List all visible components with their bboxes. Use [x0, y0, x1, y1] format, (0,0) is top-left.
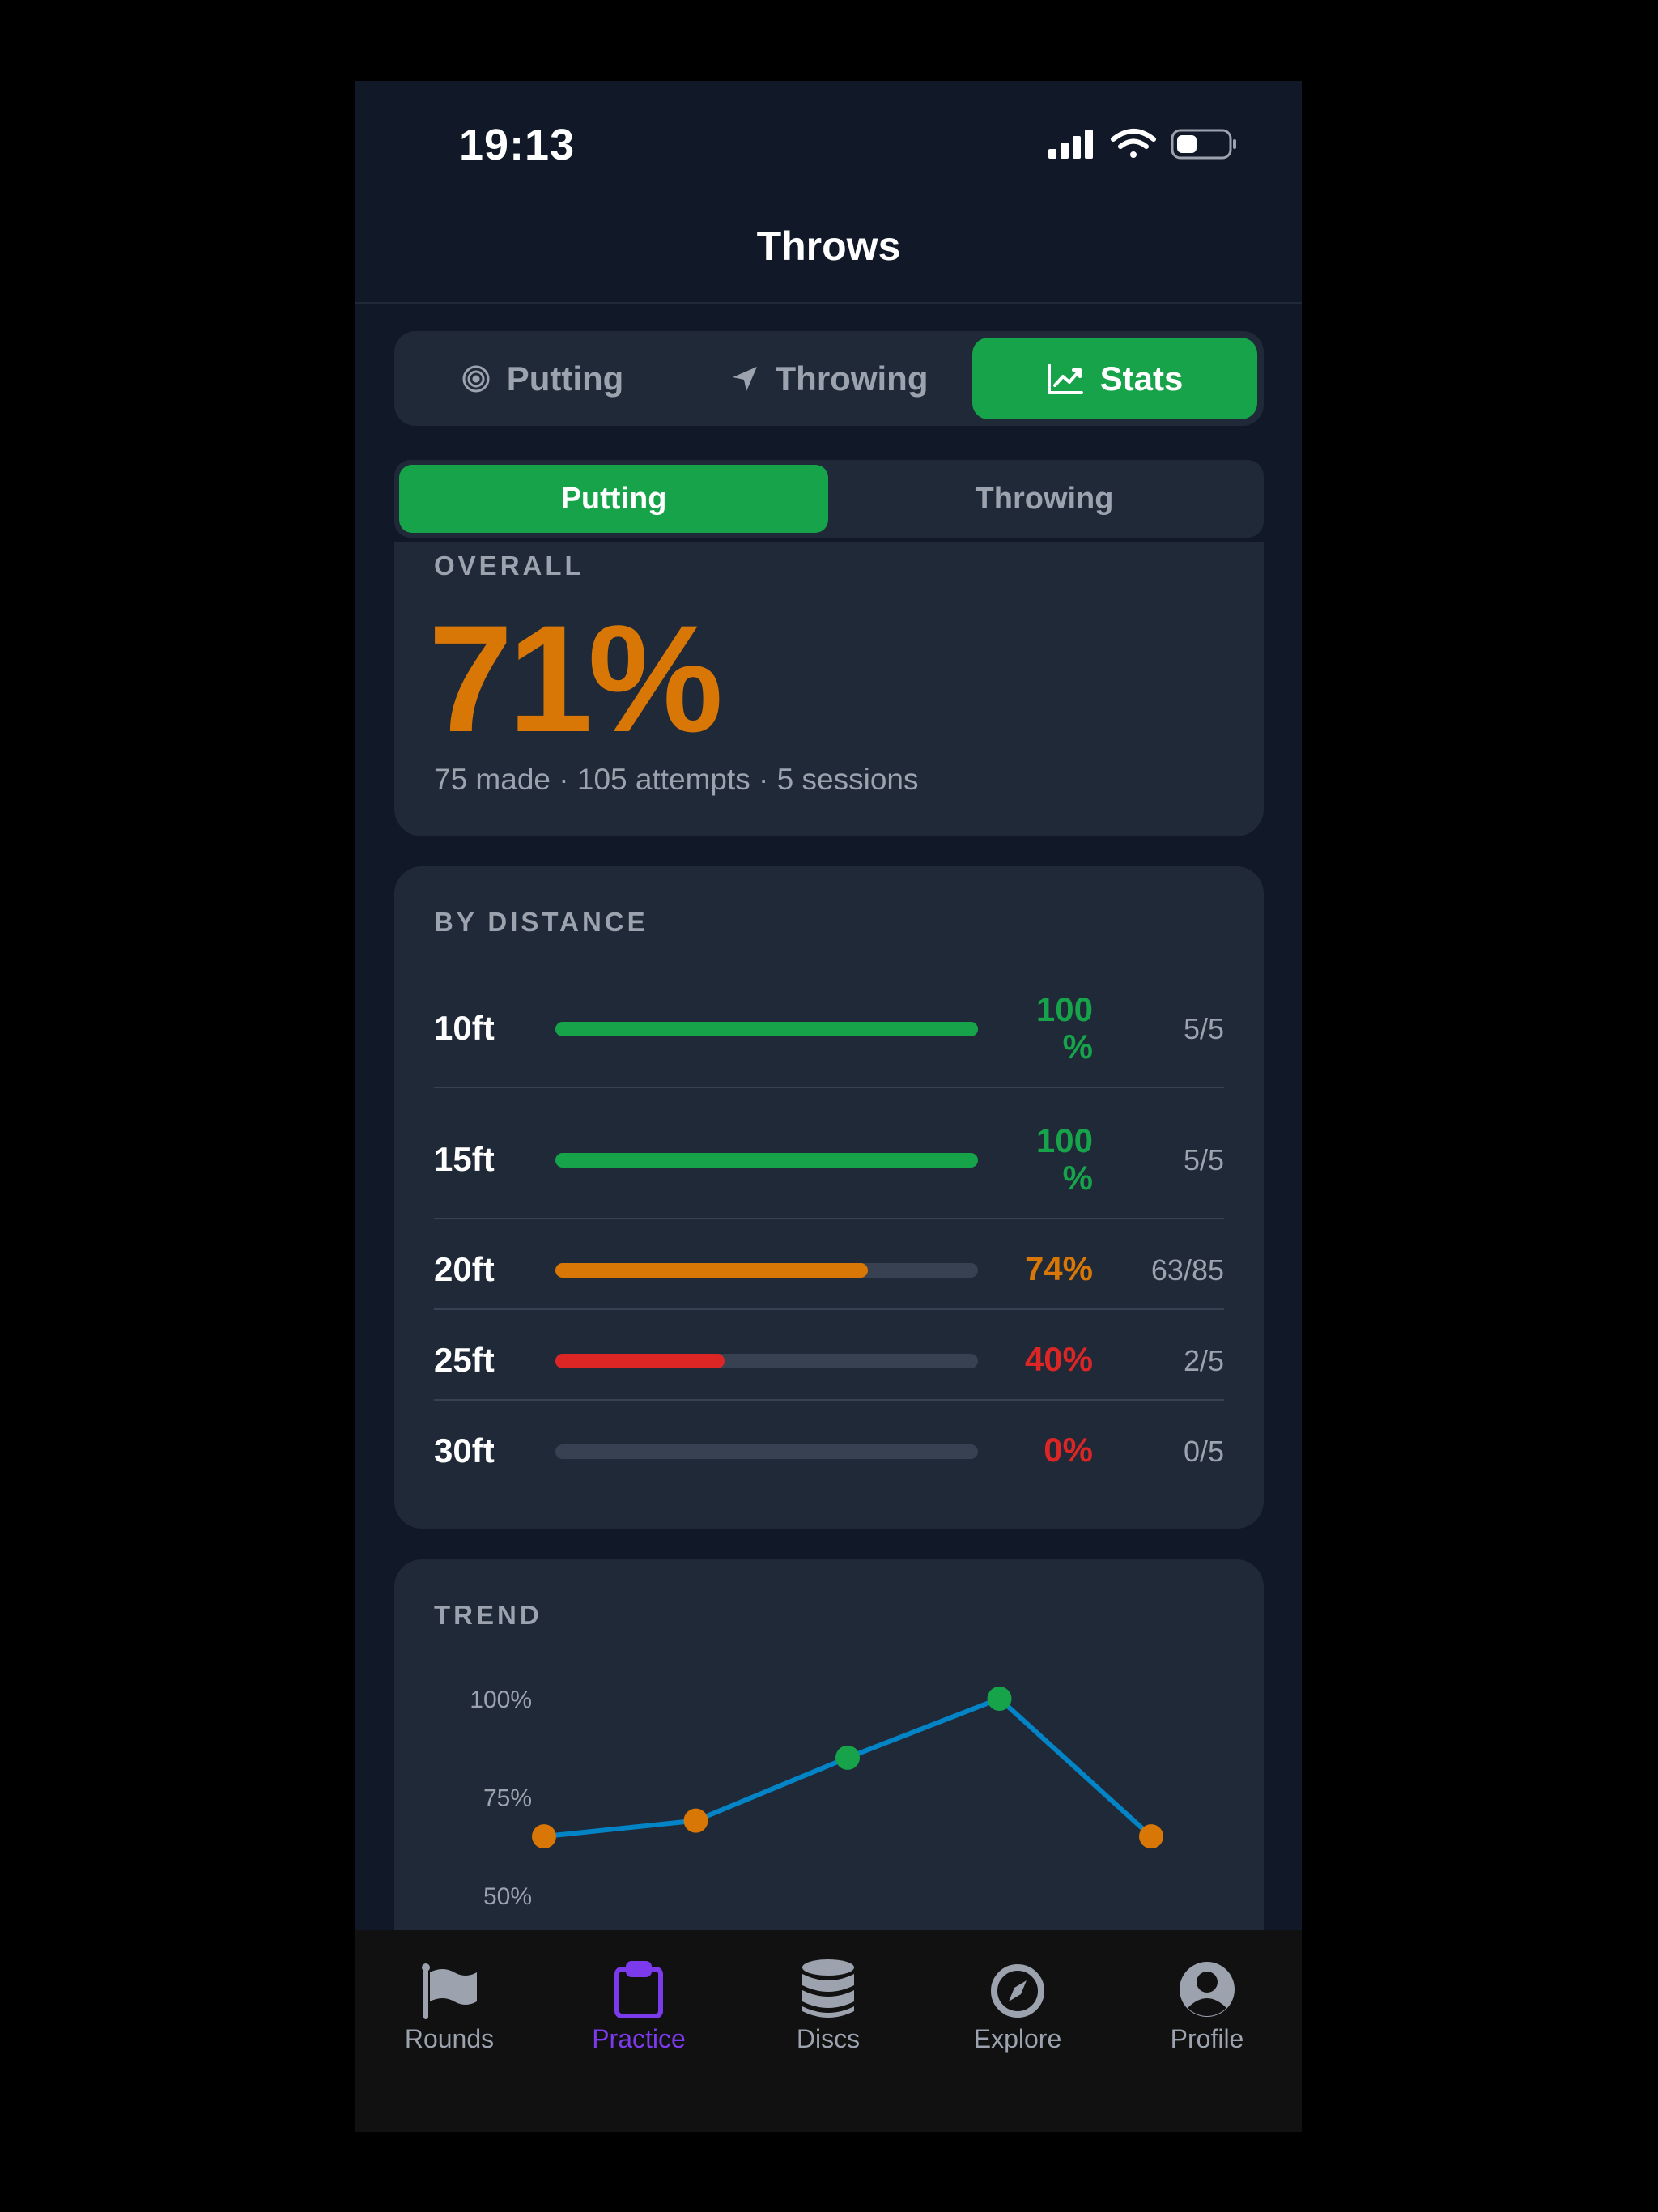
progress-bar-fill	[555, 1263, 869, 1278]
row-divider	[434, 1087, 1224, 1088]
trend-point[interactable]	[532, 1824, 556, 1849]
trend-point[interactable]	[835, 1745, 860, 1770]
compass-icon	[937, 1955, 1099, 2019]
distance-row: 30ft 0% 0/5	[434, 1428, 1224, 1477]
subtab-throwing[interactable]: Throwing	[975, 481, 1114, 516]
overall-percent: 71%	[428, 593, 723, 764]
nav-practice[interactable]: Practice	[558, 1955, 720, 2054]
battery-icon	[1171, 129, 1236, 160]
progress-bar-fill	[555, 1354, 725, 1368]
overall-card: OVERALL 71% 75 made · 105 attempts · 5 s…	[394, 542, 1264, 836]
sub-tab-bar: Putting Throwing	[394, 460, 1264, 538]
tab-stats[interactable]: Stats	[972, 338, 1257, 419]
distance-percent: 100 %	[1035, 1121, 1093, 1197]
progress-bar	[555, 1354, 978, 1368]
by-distance-label: BY DISTANCE	[434, 907, 648, 937]
by-distance-card: BY DISTANCE 10ft 100 % 5/5 15ft 100 % 5/…	[394, 866, 1264, 1529]
trend-point[interactable]	[987, 1687, 1012, 1711]
row-divider	[434, 1308, 1224, 1310]
distance-label: 25ft	[434, 1341, 495, 1379]
distance-row: 10ft 100 % 5/5	[434, 988, 1224, 1069]
distance-label: 30ft	[434, 1431, 495, 1470]
distance-label: 10ft	[434, 1009, 495, 1047]
progress-bar-fill	[555, 1022, 978, 1036]
bottom-nav: Rounds Practice Discs	[355, 1930, 1302, 2132]
clipboard-icon	[558, 1955, 720, 2019]
page-title: Throws	[756, 223, 901, 269]
user-circle-icon	[1126, 1955, 1288, 2019]
nav-discs[interactable]: Discs	[747, 1955, 909, 2054]
distance-row: 25ft 40% 2/5	[434, 1338, 1224, 1386]
nav-profile[interactable]: Profile	[1126, 1955, 1288, 2054]
distance-label: 20ft	[434, 1250, 495, 1288]
distance-label: 15ft	[434, 1140, 495, 1178]
y-tick-label: 75%	[483, 1785, 532, 1812]
distance-percent: 100 %	[1035, 990, 1093, 1066]
tab-throwing-label: Throwing	[775, 359, 929, 398]
status-time: 19:13	[459, 121, 576, 169]
distance-row: 20ft 74% 63/85	[434, 1247, 1224, 1295]
distance-count: 0/5	[1183, 1435, 1224, 1468]
progress-bar-fill	[555, 1153, 978, 1168]
distance-percent: 74%	[1024, 1249, 1093, 1287]
nav-rounds[interactable]: Rounds	[368, 1955, 530, 2054]
overall-summary: 75 made · 105 attempts · 5 sessions	[434, 763, 919, 796]
nav-explore[interactable]: Explore	[937, 1955, 1099, 2054]
navigation-arrow-icon	[730, 364, 759, 393]
signal-icon	[1048, 130, 1093, 159]
chart-line-icon	[1047, 363, 1084, 395]
subtab-putting[interactable]: Putting	[399, 465, 828, 533]
row-divider	[434, 1218, 1224, 1219]
main-tab-bar: Putting Throwing Stats	[394, 331, 1264, 426]
progress-bar	[555, 1263, 978, 1278]
phone-screen: 19:13 Throws	[355, 81, 1302, 2132]
nav-discs-label: Discs	[796, 2024, 861, 2053]
tab-stats-label: Stats	[1099, 359, 1184, 398]
nav-rounds-label: Rounds	[404, 2024, 495, 2053]
progress-bar	[555, 1444, 978, 1459]
trend-point[interactable]	[683, 1808, 708, 1833]
header-divider	[355, 302, 1302, 304]
overall-label: OVERALL	[434, 551, 585, 581]
distance-count: 5/5	[1183, 1143, 1224, 1176]
nav-explore-label: Explore	[973, 2024, 1062, 2053]
database-icon	[747, 1955, 909, 2019]
tab-throwing[interactable]: Throwing	[687, 338, 971, 419]
target-icon	[461, 364, 491, 393]
wifi-icon	[1111, 129, 1156, 158]
distance-row: 15ft 100 % 5/5	[434, 1119, 1224, 1200]
tab-putting-label: Putting	[506, 359, 624, 398]
y-tick-label: 100%	[470, 1687, 532, 1713]
y-tick-label: 50%	[483, 1883, 532, 1910]
distance-count: 2/5	[1183, 1344, 1224, 1377]
distance-count: 5/5	[1183, 1012, 1224, 1045]
distance-percent: 0%	[1044, 1431, 1093, 1469]
row-divider	[434, 1399, 1224, 1401]
distance-percent: 40%	[1024, 1340, 1093, 1378]
nav-practice-label: Practice	[592, 2024, 686, 2053]
status-icons	[1048, 128, 1239, 160]
progress-bar	[555, 1022, 978, 1036]
trend-point[interactable]	[1139, 1824, 1163, 1849]
flag-icon	[368, 1955, 530, 2019]
trend-chart: 100% 75% 50%	[470, 1687, 1163, 1910]
tab-putting[interactable]: Putting	[401, 338, 684, 419]
distance-count: 63/85	[1150, 1253, 1224, 1287]
progress-bar	[555, 1153, 978, 1168]
nav-profile-label: Profile	[1170, 2024, 1244, 2053]
trend-label: TREND	[434, 1600, 542, 1630]
